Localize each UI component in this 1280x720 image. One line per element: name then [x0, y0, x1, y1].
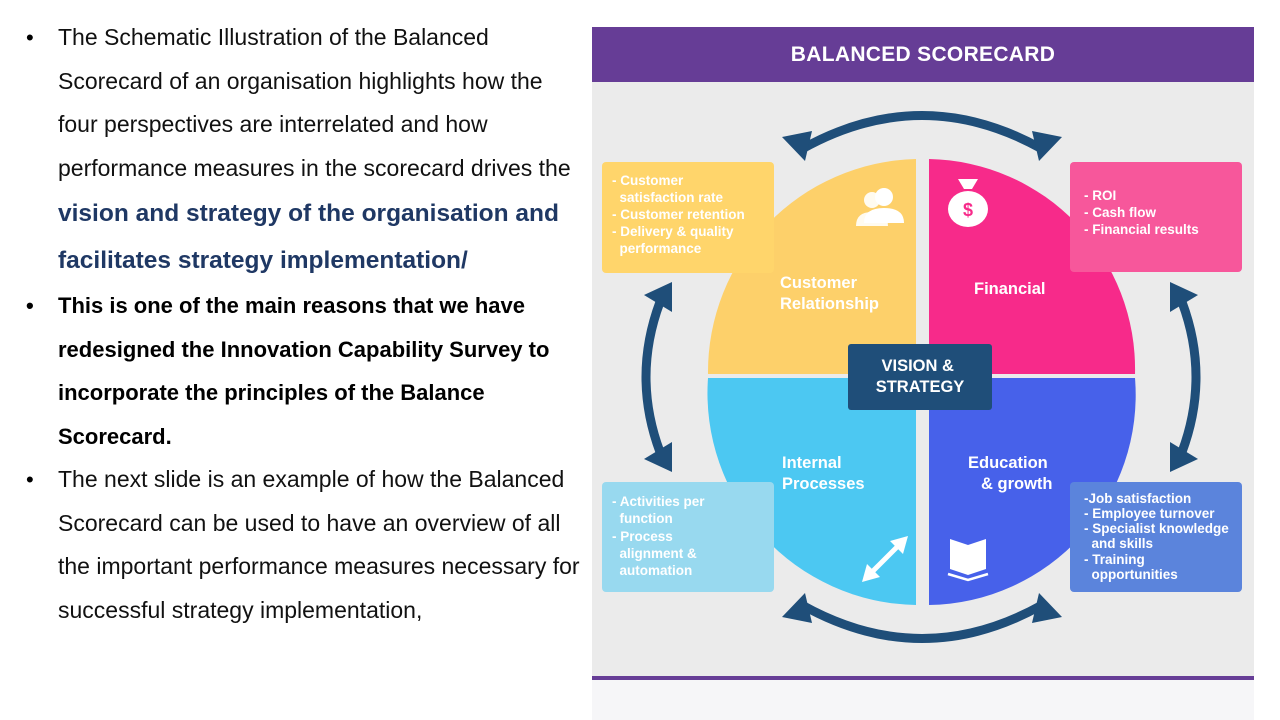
bullet-1-text: The Schematic Illustration of the Balanc…	[58, 24, 571, 181]
box-financial-text: - ROI - Cash flow - Financial results	[1084, 188, 1199, 237]
arrow-left	[641, 300, 665, 454]
box-internal-text: - Activities per function - Process alig…	[592, 27, 731, 578]
expand-arrows-heads	[862, 536, 908, 582]
bullet-1-highlight: vision and strategy of the organisation …	[58, 200, 559, 274]
vision-strategy-label: VISION & STRATEGY	[876, 357, 965, 396]
bullet-item-3: • The next slide is an example of how th…	[22, 458, 582, 632]
arrow-bottom	[799, 601, 1045, 643]
diagram-title: BALANCED SCORECARD	[592, 27, 1254, 82]
users-icon	[856, 188, 904, 226]
arrowhead	[1170, 442, 1198, 472]
box-education	[1070, 482, 1242, 592]
bullet-item-2: • This is one of the main reasons that w…	[22, 284, 582, 458]
box-education-text: -Job satisfaction - Employee turnover - …	[592, 27, 1254, 582]
vision-strategy-box	[848, 344, 992, 410]
money-bag-symbol: $	[963, 200, 973, 220]
bullet-3-text: The next slide is an example of how the …	[58, 466, 580, 623]
arrow-heads	[644, 131, 1198, 623]
expand-arrows-icon	[870, 544, 900, 574]
bullet-marker: •	[26, 467, 34, 492]
bullet-list: • The Schematic Illustration of the Bala…	[22, 16, 582, 632]
box-customer-text: - Customer satisfaction rate - Customer …	[592, 27, 771, 256]
quadrant-financial-label: Financial	[974, 280, 1046, 298]
quadrant-internal	[707, 378, 916, 605]
balanced-scorecard-panel: BALANCED SCORECARD	[592, 27, 1254, 720]
quadrant-education-label: Education & growth	[968, 454, 1053, 493]
bullet-marker: •	[26, 293, 34, 318]
arrow-right	[1177, 300, 1201, 454]
arrowhead	[782, 593, 812, 623]
arrowhead	[1032, 131, 1062, 161]
panel-footer	[592, 680, 1254, 720]
box-financial	[1070, 162, 1242, 272]
arrowhead	[644, 282, 672, 312]
open-book-icon	[947, 539, 989, 582]
bullet-item-1: • The Schematic Illustration of the Bala…	[22, 16, 582, 284]
quadrant-internal-label: Internal Processes	[782, 454, 865, 493]
arrow-top	[799, 111, 1045, 153]
quadrant-customer	[707, 159, 916, 374]
box-internal	[602, 482, 774, 592]
box-customer	[602, 162, 774, 273]
cycle-arrows	[641, 111, 1201, 643]
bullet-2-text: This is one of the main reasons that we …	[58, 293, 550, 449]
panel-bottom-bar	[592, 676, 1254, 680]
quadrant-customer-label: Customer Relationship	[780, 274, 879, 313]
balanced-scorecard-diagram: $ Customer Relationship Financial Intern…	[592, 27, 1254, 643]
arrowhead	[1032, 593, 1062, 623]
arrowhead	[782, 131, 812, 161]
money-bag-icon: $	[948, 179, 988, 227]
bullet-marker: •	[26, 25, 34, 50]
arrowhead	[644, 442, 672, 472]
arrowhead	[1170, 282, 1198, 312]
